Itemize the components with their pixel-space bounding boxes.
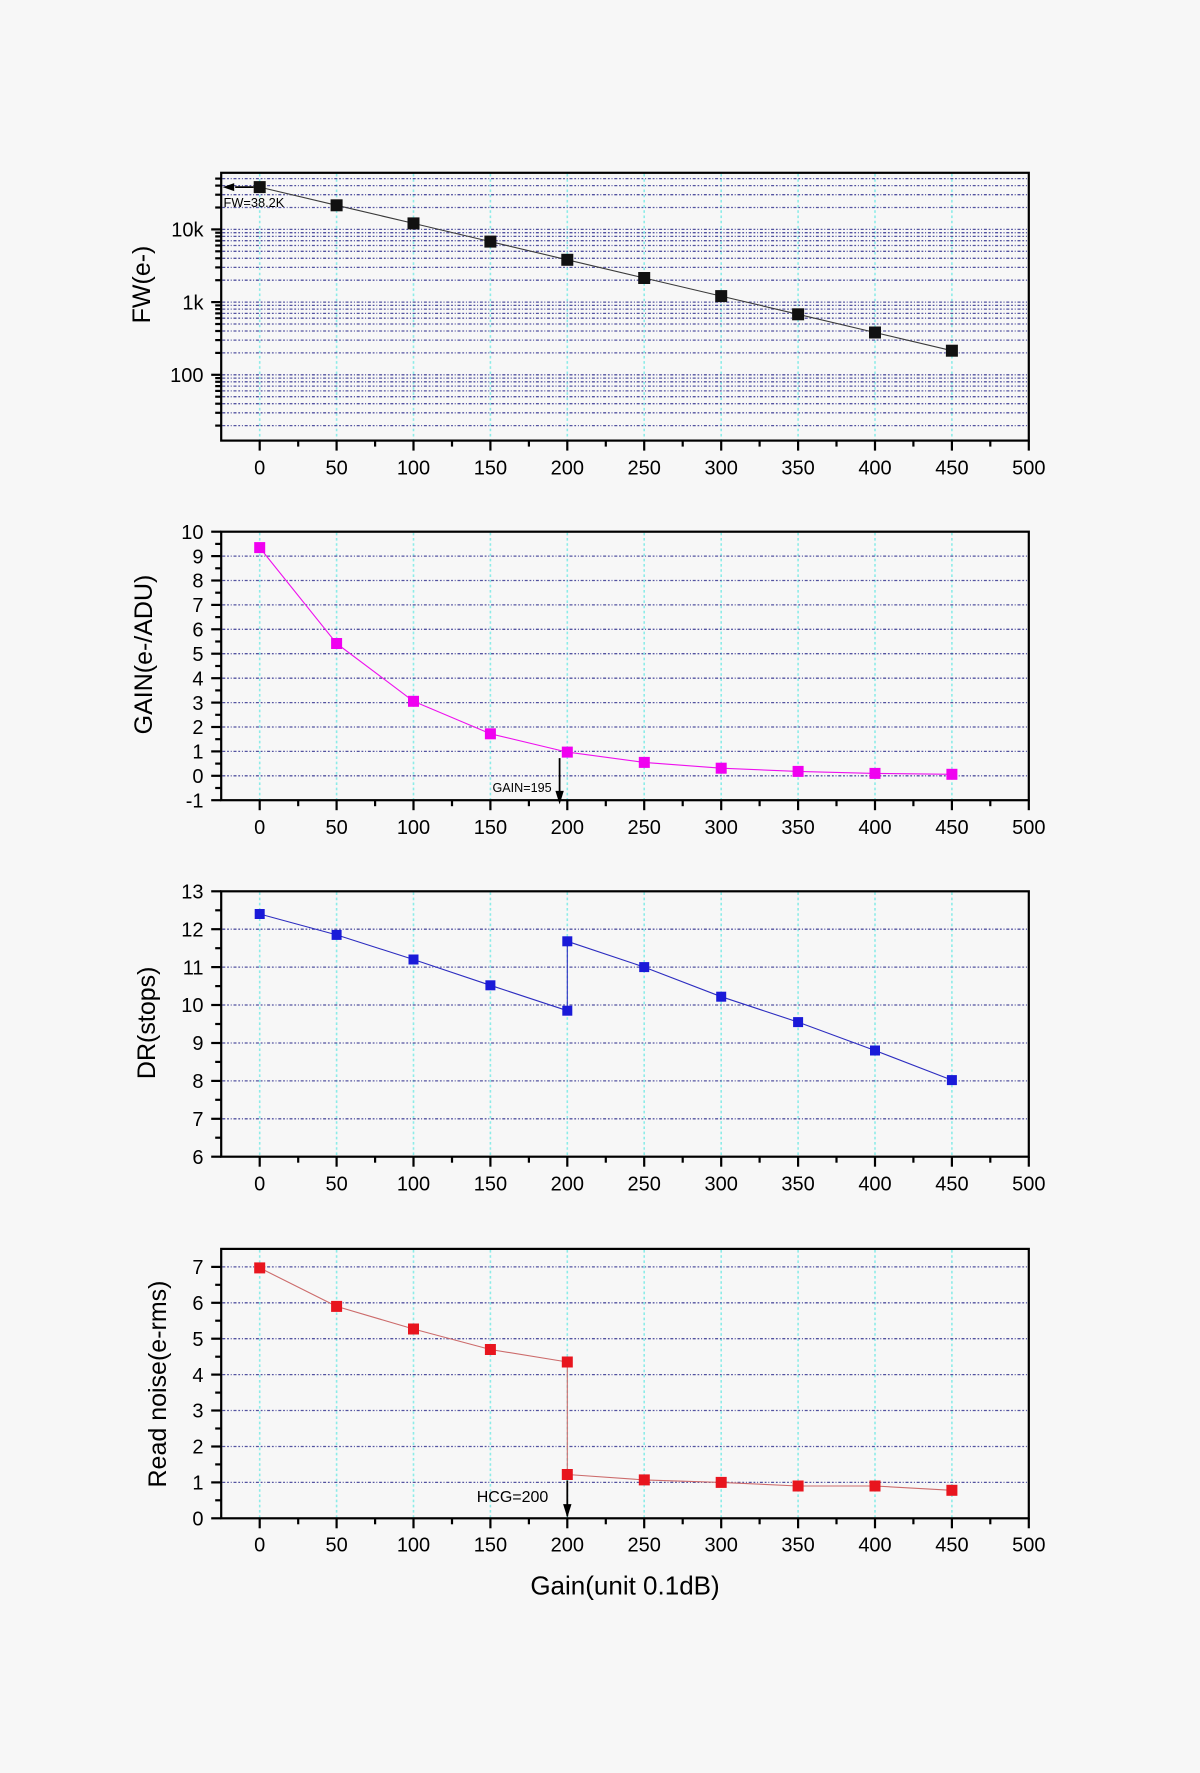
svg-text:250: 250 xyxy=(628,457,661,479)
svg-text:450: 450 xyxy=(935,817,968,839)
svg-text:FW(e-): FW(e-) xyxy=(128,246,156,324)
svg-text:350: 350 xyxy=(781,1535,814,1557)
svg-text:7: 7 xyxy=(192,595,203,617)
svg-text:150: 150 xyxy=(474,457,507,479)
svg-text:2: 2 xyxy=(192,717,203,739)
svg-text:1: 1 xyxy=(192,1473,203,1495)
svg-text:200: 200 xyxy=(551,1535,584,1557)
svg-text:6: 6 xyxy=(192,620,203,642)
svg-text:GAIN=195: GAIN=195 xyxy=(492,781,551,795)
svg-text:10k: 10k xyxy=(171,220,204,242)
svg-text:450: 450 xyxy=(935,457,968,479)
svg-text:8: 8 xyxy=(192,571,203,593)
svg-text:10: 10 xyxy=(181,995,203,1017)
svg-text:350: 350 xyxy=(781,457,814,479)
svg-text:1k: 1k xyxy=(182,292,204,314)
svg-text:50: 50 xyxy=(325,1173,347,1195)
svg-text:9: 9 xyxy=(192,1033,203,1055)
svg-text:300: 300 xyxy=(705,817,738,839)
svg-text:0: 0 xyxy=(254,1173,265,1195)
svg-text:3: 3 xyxy=(192,693,203,715)
svg-text:200: 200 xyxy=(551,817,584,839)
svg-text:350: 350 xyxy=(781,817,814,839)
svg-text:50: 50 xyxy=(325,1535,347,1557)
svg-text:100: 100 xyxy=(397,817,430,839)
svg-text:50: 50 xyxy=(325,457,347,479)
svg-text:500: 500 xyxy=(1012,817,1045,839)
svg-text:DR(stops): DR(stops) xyxy=(133,967,161,1080)
svg-text:50: 50 xyxy=(325,817,347,839)
svg-text:13: 13 xyxy=(181,882,203,904)
svg-text:Read noise(e-rms): Read noise(e-rms) xyxy=(144,1280,172,1487)
svg-text:500: 500 xyxy=(1012,1535,1045,1557)
svg-text:250: 250 xyxy=(628,1535,661,1557)
svg-text:300: 300 xyxy=(705,457,738,479)
svg-text:150: 150 xyxy=(474,1173,507,1195)
svg-text:-1: -1 xyxy=(186,790,204,812)
svg-text:5: 5 xyxy=(192,644,203,666)
svg-text:9: 9 xyxy=(192,546,203,568)
svg-text:200: 200 xyxy=(551,457,584,479)
svg-text:0: 0 xyxy=(254,817,265,839)
svg-text:FW=38.2K: FW=38.2K xyxy=(224,195,285,210)
svg-text:500: 500 xyxy=(1012,1173,1045,1195)
svg-text:400: 400 xyxy=(858,457,891,479)
svg-text:7: 7 xyxy=(192,1109,203,1131)
svg-text:0: 0 xyxy=(192,1509,203,1531)
svg-text:250: 250 xyxy=(628,1173,661,1195)
svg-text:10: 10 xyxy=(181,522,203,544)
svg-text:150: 150 xyxy=(474,817,507,839)
svg-text:6: 6 xyxy=(192,1293,203,1315)
svg-text:100: 100 xyxy=(397,1535,430,1557)
svg-text:4: 4 xyxy=(192,1365,203,1387)
svg-text:200: 200 xyxy=(551,1173,584,1195)
svg-text:5: 5 xyxy=(192,1329,203,1351)
svg-text:11: 11 xyxy=(183,957,204,979)
svg-text:0: 0 xyxy=(254,1535,265,1557)
svg-text:300: 300 xyxy=(705,1173,738,1195)
svg-text:GAIN(e-/ADU): GAIN(e-/ADU) xyxy=(130,575,158,735)
svg-text:400: 400 xyxy=(858,1535,891,1557)
svg-text:12: 12 xyxy=(181,919,203,941)
svg-text:1: 1 xyxy=(192,742,203,764)
svg-text:100: 100 xyxy=(170,365,203,387)
svg-text:150: 150 xyxy=(474,1535,507,1557)
svg-text:3: 3 xyxy=(192,1401,203,1423)
svg-text:6: 6 xyxy=(192,1147,203,1169)
svg-text:400: 400 xyxy=(858,1173,891,1195)
svg-text:Gain(unit 0.1dB): Gain(unit 0.1dB) xyxy=(530,1571,719,1601)
svg-text:100: 100 xyxy=(397,1173,430,1195)
svg-text:0: 0 xyxy=(192,766,203,788)
svg-text:300: 300 xyxy=(705,1535,738,1557)
svg-text:2: 2 xyxy=(192,1437,203,1459)
svg-text:400: 400 xyxy=(858,817,891,839)
svg-text:350: 350 xyxy=(781,1173,814,1195)
svg-text:250: 250 xyxy=(628,817,661,839)
svg-text:450: 450 xyxy=(935,1535,968,1557)
svg-text:450: 450 xyxy=(935,1173,968,1195)
svg-text:8: 8 xyxy=(192,1071,203,1093)
svg-text:HCG=200: HCG=200 xyxy=(477,1489,549,1506)
svg-text:0: 0 xyxy=(254,457,265,479)
svg-text:500: 500 xyxy=(1012,457,1045,479)
svg-text:100: 100 xyxy=(397,457,430,479)
svg-text:7: 7 xyxy=(192,1257,203,1279)
svg-text:4: 4 xyxy=(192,668,203,690)
